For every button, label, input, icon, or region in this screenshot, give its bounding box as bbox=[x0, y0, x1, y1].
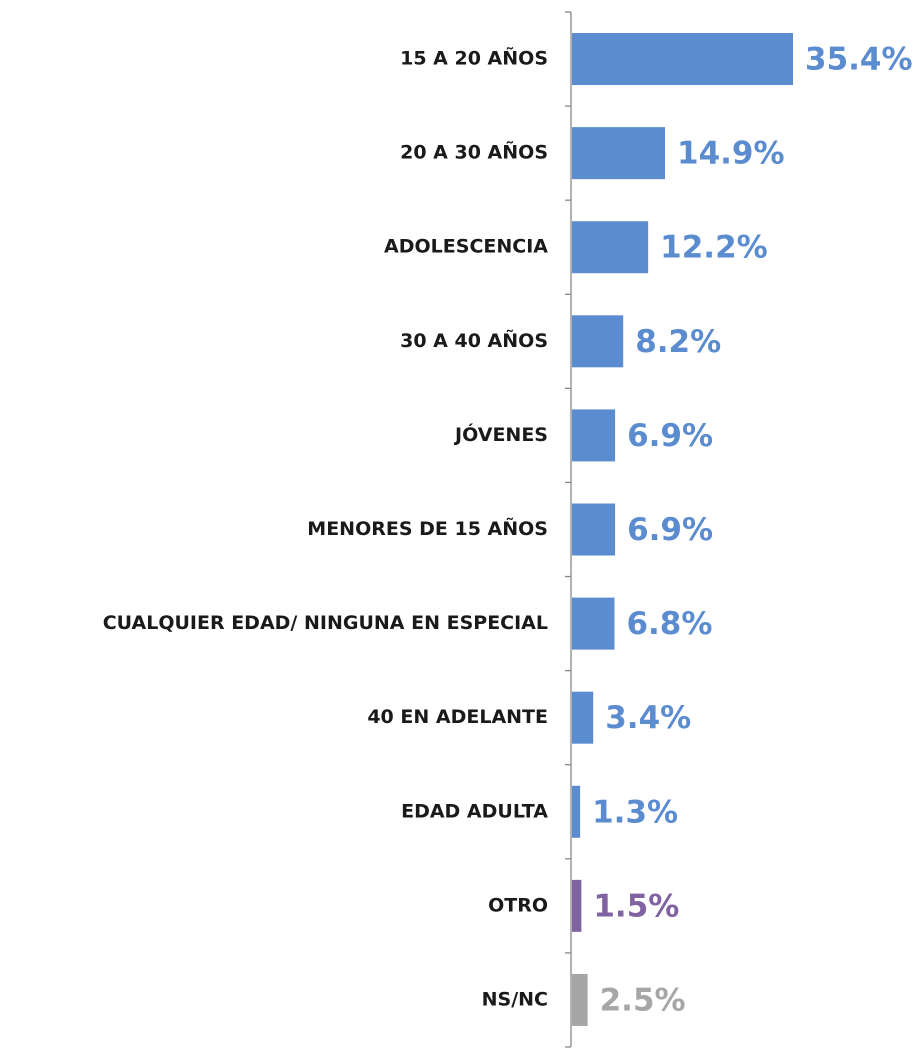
value-label: 14.9% bbox=[677, 136, 785, 172]
category-label: NS/NC bbox=[482, 988, 548, 1010]
category-label: CUALQUIER EDAD/ NINGUNA EN ESPECIAL bbox=[103, 612, 548, 634]
category-label: ADOLESCENCIA bbox=[384, 236, 548, 258]
value-label: 12.2% bbox=[660, 230, 768, 266]
bar bbox=[572, 409, 616, 462]
value-label: 2.5% bbox=[600, 982, 686, 1018]
bar bbox=[572, 691, 594, 744]
bar bbox=[572, 315, 624, 368]
bar bbox=[572, 33, 793, 86]
value-label: 35.4% bbox=[805, 42, 913, 78]
category-label: MENORES DE 15 AÑOS bbox=[307, 516, 548, 540]
category-label: 15 A 20 AÑOS bbox=[400, 46, 548, 70]
bar bbox=[572, 785, 581, 838]
value-label: 1.5% bbox=[593, 888, 679, 924]
bar bbox=[572, 597, 615, 650]
bar bbox=[572, 973, 588, 1026]
category-label: 20 A 30 AÑOS bbox=[400, 140, 548, 164]
value-label: 6.9% bbox=[627, 418, 713, 454]
bar bbox=[572, 221, 649, 274]
category-label: JÓVENES bbox=[453, 422, 548, 446]
value-label: 6.8% bbox=[626, 606, 712, 642]
value-label: 6.9% bbox=[627, 512, 713, 548]
category-label: OTRO bbox=[488, 894, 548, 916]
bar bbox=[572, 127, 666, 180]
category-label: EDAD ADULTA bbox=[401, 800, 548, 822]
value-label: 8.2% bbox=[635, 324, 721, 360]
category-label: 40 EN ADELANTE bbox=[367, 706, 548, 728]
bar bbox=[572, 879, 582, 932]
category-label: 30 A 40 AÑOS bbox=[400, 328, 548, 352]
value-label: 1.3% bbox=[592, 794, 678, 830]
value-label: 3.4% bbox=[605, 700, 691, 736]
bar bbox=[572, 503, 616, 556]
